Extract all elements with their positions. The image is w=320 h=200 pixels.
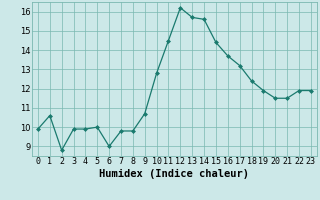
X-axis label: Humidex (Indice chaleur): Humidex (Indice chaleur) bbox=[100, 169, 249, 179]
